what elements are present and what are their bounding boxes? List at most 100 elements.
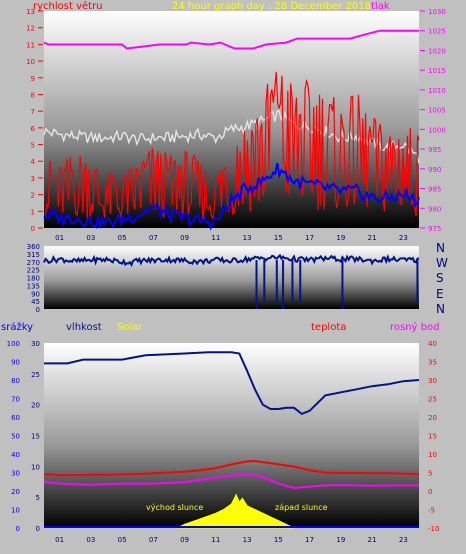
panel2-plot-area bbox=[44, 246, 419, 309]
compass-e: E bbox=[436, 287, 444, 301]
direction-tick-label: 135 bbox=[27, 282, 40, 290]
pressure-tick-label: 1020 bbox=[428, 47, 446, 55]
time-tick-label-bottom: 17 bbox=[305, 536, 314, 544]
time-tick-label-top: 13 bbox=[243, 234, 252, 242]
wind-tick-label: 9 bbox=[31, 75, 35, 83]
time-tick-label-bottom: 01 bbox=[55, 536, 64, 544]
temperature-series-line bbox=[43, 459, 420, 477]
time-tick-label-top: 01 bbox=[55, 234, 64, 242]
humidity-tick-label: 25 bbox=[31, 371, 40, 379]
humidity-axis-label: vlhkost bbox=[66, 322, 102, 333]
humidity-tick-label: 0 bbox=[36, 525, 40, 533]
humidity-tick-label: 5 bbox=[36, 494, 40, 502]
wind-tick-label: 6 bbox=[31, 125, 36, 133]
wind-tick-label: 13 bbox=[26, 8, 35, 16]
temperature-tick-label: 5 bbox=[428, 470, 432, 478]
time-tick-label-bottom: 21 bbox=[368, 536, 377, 544]
time-tick-label-top: 05 bbox=[118, 234, 127, 242]
temperature-tick-label: -10 bbox=[428, 525, 439, 533]
pressure-tick-label: 1000 bbox=[428, 126, 446, 134]
wind-tick-label: 8 bbox=[31, 91, 35, 99]
temperature-tick-label: 20 bbox=[428, 414, 437, 422]
compass-s: S bbox=[436, 271, 444, 285]
wind-direction-series-line bbox=[43, 253, 420, 267]
pressure-tick-label: 1025 bbox=[428, 28, 446, 36]
time-tick-label-bottom: 11 bbox=[211, 536, 220, 544]
temperature-tick-label: -5 bbox=[428, 507, 435, 515]
direction-tick-label: 270 bbox=[27, 259, 40, 267]
sunset-label: západ slunce bbox=[275, 503, 328, 512]
compass-w: W bbox=[436, 256, 448, 270]
pressure-tick-label: 980 bbox=[428, 205, 441, 213]
time-tick-label-bottom: 03 bbox=[86, 536, 95, 544]
rain-tick-label: 10 bbox=[11, 507, 20, 515]
rain-tick-label: 100 bbox=[7, 340, 20, 348]
rain-axis-label: srážky bbox=[1, 321, 33, 333]
pressure-tick-label: 995 bbox=[428, 146, 441, 154]
pressure-tick-label: 1030 bbox=[428, 8, 446, 16]
pressure-tick-label: 985 bbox=[428, 186, 441, 194]
pressure-tick-label: 975 bbox=[428, 225, 441, 233]
gust-series-line bbox=[43, 108, 420, 164]
rain-tick-label: 40 bbox=[11, 451, 20, 459]
direction-tick-label: 0 bbox=[36, 306, 40, 314]
time-tick-label-top: 07 bbox=[149, 234, 158, 242]
time-tick-label-top: 15 bbox=[274, 234, 283, 242]
direction-tick-label: 180 bbox=[27, 275, 40, 283]
time-tick-label-bottom: 15 bbox=[274, 536, 283, 544]
time-tick-label-top: 09 bbox=[180, 234, 189, 242]
rain-tick-label: 30 bbox=[11, 470, 20, 478]
humidity-tick-label: 10 bbox=[31, 463, 40, 471]
time-tick-label-bottom: 05 bbox=[118, 536, 127, 544]
time-tick-label-bottom: 09 bbox=[180, 536, 189, 544]
time-tick-label-top: 21 bbox=[368, 234, 377, 242]
chart-title: 24 hour graph day : 28 December 2018 bbox=[172, 1, 371, 12]
humidity-tick-label: 20 bbox=[31, 402, 40, 410]
wind-tick-label: 4 bbox=[31, 158, 36, 166]
humidity-tick-label: 15 bbox=[31, 433, 40, 441]
wind-tick-label: 1 bbox=[31, 208, 35, 216]
wind-tick-label: 12 bbox=[26, 25, 35, 33]
time-tick-label-bottom: 13 bbox=[243, 536, 252, 544]
rain-tick-label: 60 bbox=[11, 414, 20, 422]
direction-tick-label: 315 bbox=[27, 251, 40, 259]
pressure-tick-label: 1005 bbox=[428, 107, 446, 115]
temperature-axis-label: teplota bbox=[311, 322, 346, 333]
compass-n-bottom: N bbox=[436, 302, 445, 316]
temperature-tick-label: 15 bbox=[428, 433, 437, 441]
wind-average-series-line bbox=[43, 162, 420, 231]
pressure-tick-label: 1015 bbox=[428, 67, 446, 75]
wind-speed-label: rychlost větru bbox=[33, 0, 103, 12]
rain-tick-label: 50 bbox=[11, 433, 20, 441]
direction-tick-label: 225 bbox=[27, 267, 40, 275]
direction-tick-label: 360 bbox=[27, 243, 40, 251]
time-tick-label-top: 19 bbox=[336, 234, 345, 242]
rain-tick-label: 0 bbox=[16, 525, 20, 533]
wind-tick-label: 0 bbox=[31, 225, 35, 233]
wind-tick-label: 3 bbox=[31, 175, 35, 183]
direction-tick-label: 90 bbox=[31, 290, 40, 298]
humidity-series-line bbox=[44, 351, 420, 416]
wind-tick-label: 5 bbox=[31, 142, 35, 150]
time-tick-label-top: 23 bbox=[399, 234, 408, 242]
time-tick-label-top: 11 bbox=[211, 234, 220, 242]
temperature-tick-label: 10 bbox=[428, 451, 437, 459]
time-tick-label-bottom: 23 bbox=[399, 536, 408, 544]
solar-axis-label: Solar bbox=[117, 322, 143, 333]
temperature-tick-label: 25 bbox=[428, 396, 437, 404]
sunrise-label: východ slunce bbox=[146, 503, 203, 512]
time-tick-label-bottom: 07 bbox=[149, 536, 158, 544]
time-tick-label-top: 17 bbox=[305, 234, 314, 242]
panel3-plot-area bbox=[44, 343, 419, 528]
rain-tick-label: 90 bbox=[11, 359, 20, 367]
solar-series-area bbox=[176, 493, 295, 529]
temperature-tick-label: 35 bbox=[428, 359, 437, 367]
rain-tick-label: 70 bbox=[11, 396, 20, 404]
temperature-tick-label: 40 bbox=[428, 340, 437, 348]
direction-tick-label: 45 bbox=[31, 298, 40, 306]
wind-tick-label: 7 bbox=[31, 108, 35, 116]
pressure-tick-label: 990 bbox=[428, 166, 441, 174]
rain-tick-label: 80 bbox=[11, 377, 20, 385]
